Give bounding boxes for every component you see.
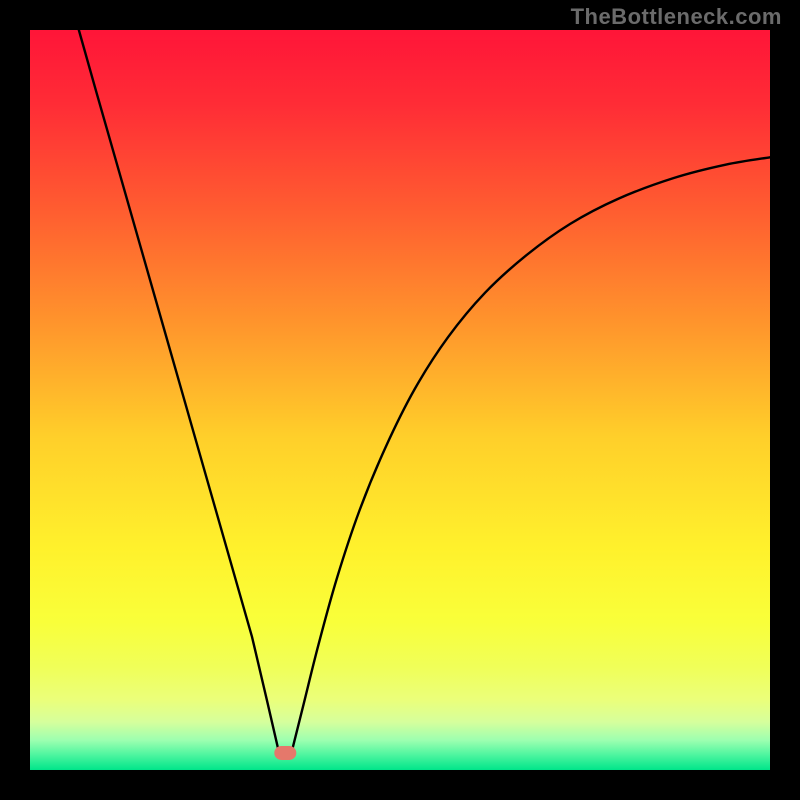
- watermark-text: TheBottleneck.com: [571, 4, 782, 30]
- chart-container: TheBottleneck.com: [0, 0, 800, 800]
- chart-svg: [0, 0, 800, 800]
- plot-background-gradient: [30, 30, 770, 770]
- optimum-marker: [274, 746, 296, 760]
